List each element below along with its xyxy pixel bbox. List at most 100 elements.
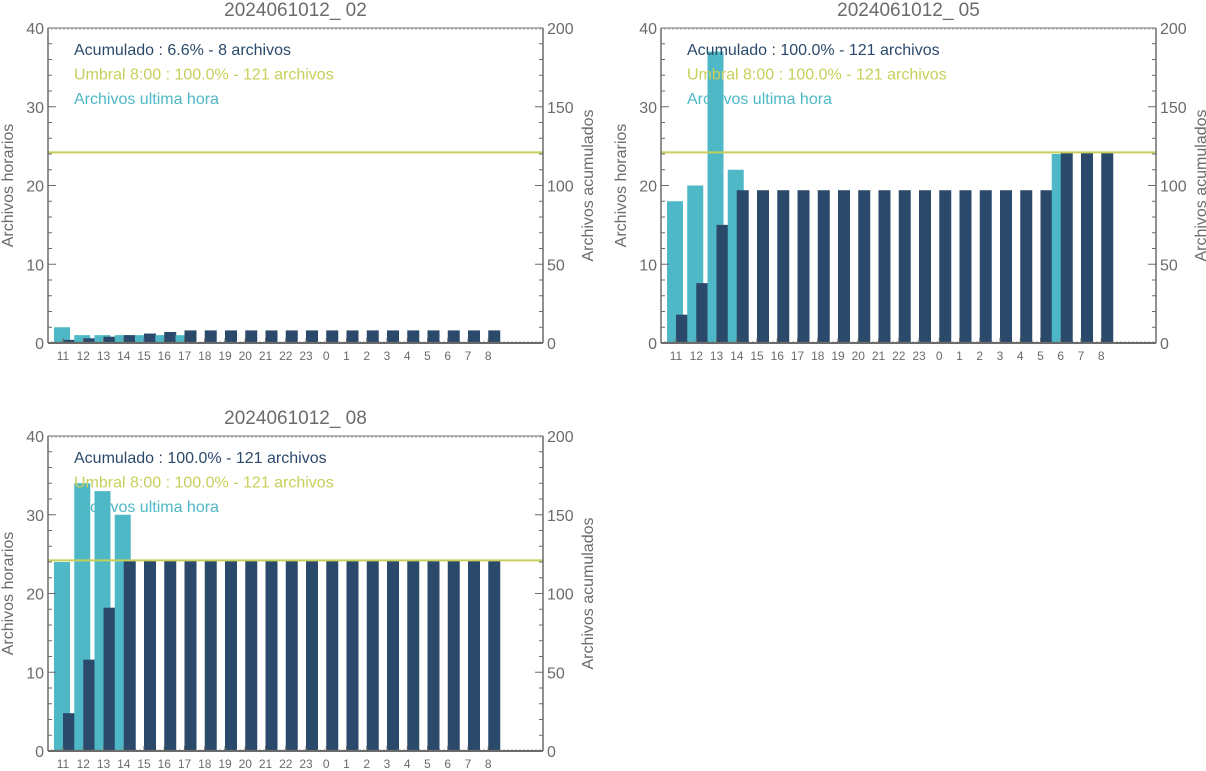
x-tick-label: 4 <box>1017 349 1024 363</box>
bar-hourly-16 <box>155 335 172 343</box>
bar-cumulative-13 <box>103 607 116 751</box>
y2-tick-label: 200 <box>547 21 574 38</box>
y-axis-label: Archivos horarios <box>613 124 630 248</box>
bar-cumulative-14 <box>736 190 749 343</box>
bar-cumulative-23 <box>306 560 318 751</box>
y-tick-label: 30 <box>639 100 657 117</box>
bar-cumulative-4 <box>407 560 420 751</box>
bar-cumulative-20 <box>245 330 258 343</box>
x-tick-label: 2 <box>363 349 370 363</box>
x-tick-label: 7 <box>465 757 472 771</box>
y2-tick-label: 50 <box>1160 257 1178 274</box>
bar-cumulative-7 <box>1081 152 1093 343</box>
bar-cumulative-21 <box>878 190 891 343</box>
x-tick-label: 15 <box>137 349 151 363</box>
y-tick-label: 20 <box>26 179 44 196</box>
legend-threshold: Umbral 8:00 : 100.0% - 121 archivos <box>74 67 334 84</box>
x-tick-label: 22 <box>279 349 293 363</box>
bar-cumulative-13 <box>103 336 116 343</box>
bar-hourly-11 <box>667 201 683 343</box>
bar-cumulative-14 <box>123 560 136 751</box>
bar-cumulative-12 <box>83 659 96 751</box>
bar-cumulative-21 <box>265 330 278 343</box>
x-tick-label: 11 <box>670 349 683 363</box>
x-tick-label: 6 <box>444 349 451 363</box>
x-tick-label: 16 <box>771 349 785 363</box>
x-tick-label: 4 <box>404 349 411 363</box>
x-tick-label: 23 <box>912 349 926 363</box>
bar-hourly-11 <box>54 562 70 751</box>
bar-cumulative-7 <box>468 330 480 343</box>
y2-tick-label: 100 <box>1160 179 1187 196</box>
legend-cumulative: Acumulado : 100.0% - 121 archivos <box>687 42 940 59</box>
bar-cumulative-20 <box>858 190 871 343</box>
x-tick-label: 17 <box>178 757 192 771</box>
legend-hourly: Archivos ultima hora <box>687 91 832 108</box>
y2-tick-label: 0 <box>547 336 556 353</box>
x-tick-label: 15 <box>137 757 151 771</box>
y2-axis-label: Archivos acumulados <box>1193 109 1206 261</box>
bar-cumulative-23 <box>306 330 318 343</box>
bar-cumulative-18 <box>817 190 830 343</box>
y-tick-label: 10 <box>26 665 44 682</box>
x-tick-label: 17 <box>178 349 192 363</box>
y-tick-label: 40 <box>26 429 44 446</box>
x-tick-label: 15 <box>750 349 764 363</box>
x-tick-label: 13 <box>97 349 111 363</box>
bar-cumulative-20 <box>245 560 258 751</box>
y-tick-label: 0 <box>35 744 44 761</box>
y2-tick-label: 150 <box>1160 100 1187 117</box>
y2-axis-label: Archivos acumulados <box>580 109 597 261</box>
bar-cumulative-15 <box>144 333 156 343</box>
x-tick-label: 11 <box>57 757 70 771</box>
bar-cumulative-15 <box>144 560 156 751</box>
bar-cumulative-11 <box>63 713 75 751</box>
bar-cumulative-17 <box>797 190 810 343</box>
bar-hourly-13 <box>94 335 111 343</box>
x-tick-label: 7 <box>1078 349 1085 363</box>
x-tick-label: 12 <box>77 349 91 363</box>
x-tick-label: 0 <box>323 349 330 363</box>
bar-cumulative-8 <box>488 560 501 751</box>
bar-cumulative-11 <box>676 314 688 343</box>
bar-cumulative-1 <box>346 330 359 343</box>
bar-cumulative-15 <box>757 190 769 343</box>
x-tick-label: 5 <box>424 757 431 771</box>
bar-cumulative-8 <box>488 330 501 343</box>
bar-cumulative-2 <box>366 330 379 343</box>
y2-tick-label: 0 <box>1160 336 1169 353</box>
y-axis-label: Archivos horarios <box>0 532 17 656</box>
bar-cumulative-17 <box>184 330 197 343</box>
y-tick-label: 20 <box>26 587 44 604</box>
x-tick-label: 5 <box>424 349 431 363</box>
bar-cumulative-23 <box>919 190 931 343</box>
x-tick-label: 19 <box>218 757 232 771</box>
y2-tick-label: 50 <box>547 257 565 274</box>
x-tick-label: 3 <box>997 349 1004 363</box>
x-tick-label: 18 <box>811 349 825 363</box>
bar-cumulative-5 <box>1040 190 1053 343</box>
bar-cumulative-5 <box>427 560 440 751</box>
bar-cumulative-4 <box>1020 190 1033 343</box>
x-tick-label: 8 <box>485 349 492 363</box>
x-tick-label: 8 <box>485 757 492 771</box>
y-tick-label: 30 <box>26 508 44 525</box>
y-tick-label: 40 <box>639 21 657 38</box>
bar-cumulative-2 <box>979 190 992 343</box>
x-tick-label: 3 <box>384 757 391 771</box>
bar-cumulative-21 <box>265 560 278 751</box>
bar-cumulative-2 <box>366 560 379 751</box>
x-tick-label: 2 <box>976 349 983 363</box>
legend-hourly: Archivos ultima hora <box>74 499 219 516</box>
bar-cumulative-6 <box>1060 152 1073 343</box>
x-tick-label: 12 <box>690 349 704 363</box>
bar-cumulative-12 <box>696 283 709 343</box>
y-tick-label: 40 <box>26 21 44 38</box>
bar-cumulative-18 <box>204 330 217 343</box>
x-tick-label: 6 <box>444 757 451 771</box>
x-tick-label: 0 <box>936 349 943 363</box>
x-tick-label: 12 <box>77 757 91 771</box>
